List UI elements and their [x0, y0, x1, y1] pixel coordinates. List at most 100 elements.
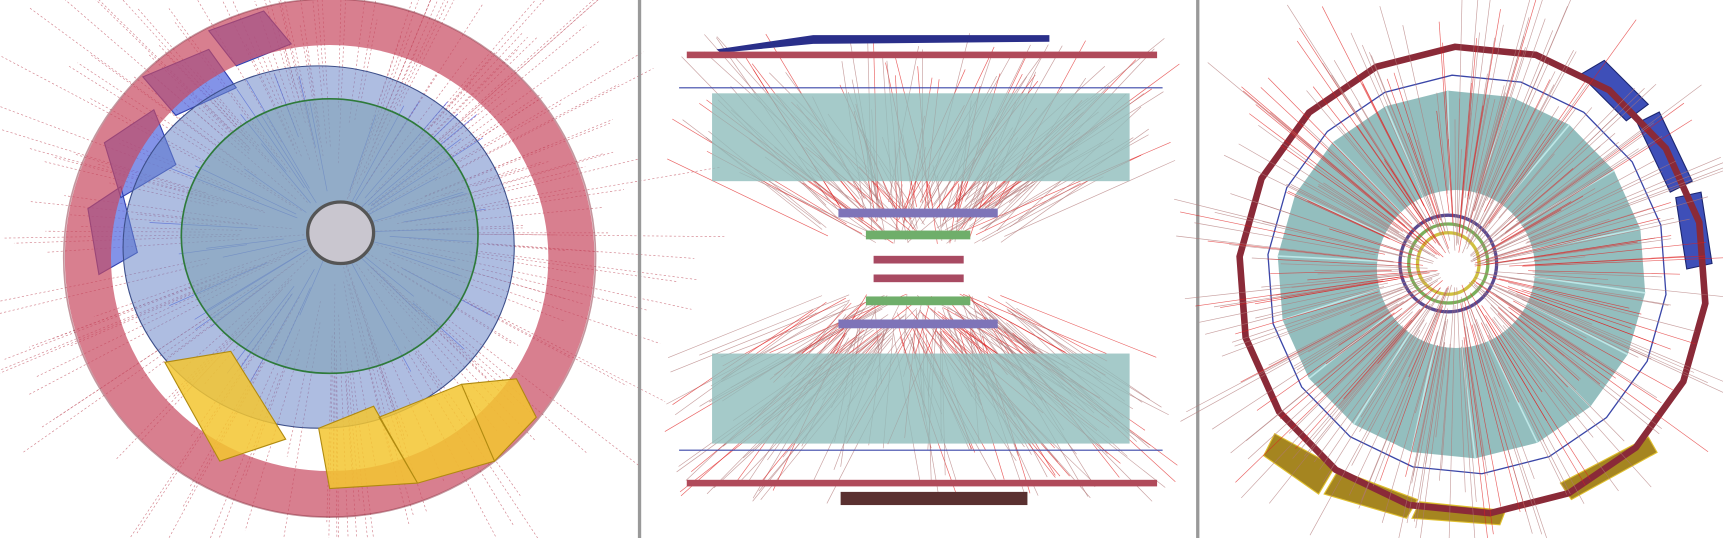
track: [434, 0, 599, 145]
track: [1000, 295, 1157, 358]
track: [667, 158, 829, 237]
track: [1497, 313, 1569, 388]
track: [1488, 335, 1568, 495]
track: [1223, 154, 1421, 252]
track: [1249, 113, 1437, 255]
track: [1463, 337, 1488, 538]
track: [1498, 287, 1708, 383]
track: [1293, 303, 1398, 367]
track: [1350, 32, 1442, 236]
track: [1398, 308, 1448, 538]
track: [1291, 270, 1437, 288]
track: [667, 295, 823, 359]
cal-divider: [1282, 287, 1380, 321]
track: [1477, 108, 1576, 240]
track: [1361, 44, 1450, 254]
track: [1379, 6, 1446, 232]
track: [1509, 256, 1685, 267]
tracker: [306, 200, 376, 266]
cal-divider: [1534, 276, 1646, 294]
track: [1360, 79, 1434, 225]
track: [1261, 271, 1428, 288]
track: [1351, 338, 1420, 466]
track: [89, 53, 257, 176]
track: [1467, 105, 1484, 197]
track: [1312, 302, 1429, 440]
outer-bar: [686, 51, 1158, 59]
track: [1280, 263, 1428, 269]
track: [1472, 133, 1544, 243]
cal-divider: [1410, 344, 1436, 453]
track: [1301, 122, 1435, 249]
track: [1456, 287, 1466, 493]
track: [1495, 256, 1586, 266]
track: [1525, 170, 1723, 244]
track: [1477, 92, 1506, 192]
track: [1325, 308, 1403, 365]
track: [1498, 107, 1593, 219]
track: [1496, 238, 1672, 264]
track: [1229, 244, 1395, 263]
tracker-layer: [865, 296, 971, 306]
track: [1483, 241, 1638, 266]
track: [445, 68, 654, 176]
track: [1247, 288, 1435, 460]
track: [1350, 279, 1433, 317]
track: [1477, 218, 1690, 265]
track: [974, 182, 1081, 244]
track: [1331, 74, 1433, 232]
cal-divider: [1332, 141, 1402, 213]
track: [337, 0, 346, 164]
track: [1524, 136, 1663, 226]
track: [1458, 9, 1501, 253]
cal-divider: [1487, 340, 1539, 444]
track: [1318, 184, 1436, 257]
track: [1414, 318, 1449, 522]
track: [1470, 132, 1616, 257]
track: [1276, 277, 1433, 339]
track: [1234, 285, 1407, 347]
track: [1485, 323, 1585, 504]
track: [1507, 289, 1593, 325]
track: [1474, 323, 1548, 538]
panel-side: [679, 35, 1163, 506]
track: [1516, 141, 1619, 223]
track: [1303, 330, 1407, 457]
track: [1384, 160, 1444, 250]
track: [1317, 270, 1410, 275]
track: [1400, 287, 1448, 384]
track: [385, 263, 519, 346]
track: [40, 284, 257, 429]
track: [1406, 321, 1447, 524]
track: [1269, 270, 1392, 274]
track: [1474, 235, 1672, 267]
track: [963, 294, 1107, 354]
track: [1473, 284, 1581, 380]
track: [1462, 287, 1535, 480]
track: [1500, 167, 1594, 237]
track: [1522, 257, 1723, 267]
track: [1329, 228, 1415, 257]
track: [1529, 162, 1723, 240]
bottom-block: [840, 491, 1028, 506]
track: [1317, 293, 1427, 384]
outer-ring: [1236, 43, 1709, 517]
track: [1474, 276, 1695, 373]
track: [1212, 300, 1409, 430]
track: [1000, 179, 1089, 243]
track: [1498, 307, 1580, 381]
track: [1194, 222, 1376, 256]
track: [1283, 159, 1400, 234]
track: [1328, 153, 1415, 232]
track: [1492, 318, 1619, 492]
track: [1495, 295, 1586, 356]
track: [1466, 36, 1525, 233]
track: [1468, 309, 1543, 535]
panel-3d: [62, 0, 597, 518]
track: [1180, 211, 1386, 255]
track: [1477, 106, 1560, 235]
track: [1504, 102, 1685, 234]
track: [1460, 303, 1494, 535]
track: [1338, 125, 1423, 228]
track: [1333, 60, 1434, 230]
